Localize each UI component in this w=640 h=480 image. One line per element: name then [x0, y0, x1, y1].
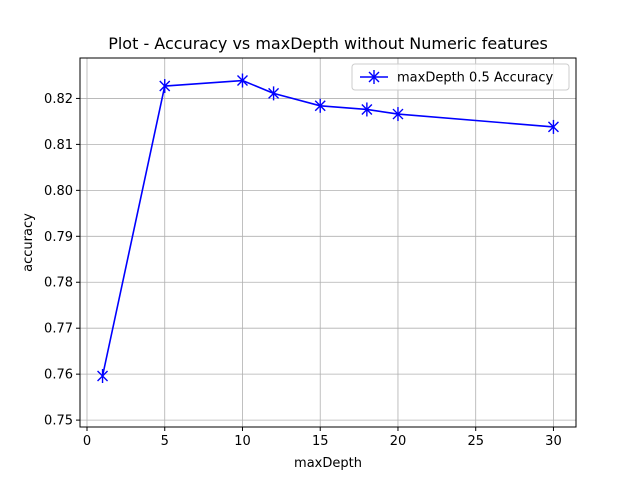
data-point-marker [97, 368, 109, 383]
legend-entry-label: maxDepth 0.5 Accuracy [397, 71, 554, 86]
y-tick-label: 0.81 [44, 138, 73, 153]
x-tick-label: 20 [390, 434, 407, 449]
data-point-marker [236, 73, 248, 88]
x-tick-label: 0 [83, 434, 91, 449]
data-point-marker [159, 79, 171, 94]
data-point-marker [268, 86, 280, 101]
x-tick-label: 10 [234, 434, 251, 449]
y-tick-label: 0.77 [44, 322, 73, 337]
y-tick-label: 0.82 [44, 92, 73, 107]
y-axis-label: accuracy [21, 213, 36, 272]
axis-ticks: 0 5 10 15 20 25 30 0.75 0.76 0.77 0.78 0.79 0.80 0.81… [44, 92, 562, 449]
data-point-marker [314, 98, 326, 113]
chart-title: Plot - Accuracy vs maxDepth without Nume… [108, 34, 548, 53]
legend-box [351, 63, 570, 91]
x-axis-label: maxDepth [294, 456, 362, 471]
grid-lines [80, 58, 576, 427]
x-tick-label: 30 [545, 434, 562, 449]
x-tick-label: 25 [467, 434, 484, 449]
y-tick-label: 0.78 [44, 276, 73, 291]
y-tick-label: 0.76 [44, 368, 73, 383]
data-point-marker [392, 107, 404, 122]
x-tick-label: 15 [312, 434, 329, 449]
plot-area-frame [79, 57, 577, 428]
y-tick-label: 0.80 [44, 184, 73, 199]
data-point-marker [361, 102, 373, 117]
y-tick-label: 0.75 [44, 414, 73, 429]
data-point-marker [547, 119, 559, 134]
series-layer [97, 73, 559, 383]
x-tick-label: 5 [161, 434, 169, 449]
data-point-marker [368, 70, 380, 84]
legend-marker [368, 70, 380, 84]
series-line [101, 79, 554, 377]
legend: maxDepth 0.5 Accuracy [351, 63, 570, 91]
y-tick-label: 0.79 [44, 230, 73, 245]
